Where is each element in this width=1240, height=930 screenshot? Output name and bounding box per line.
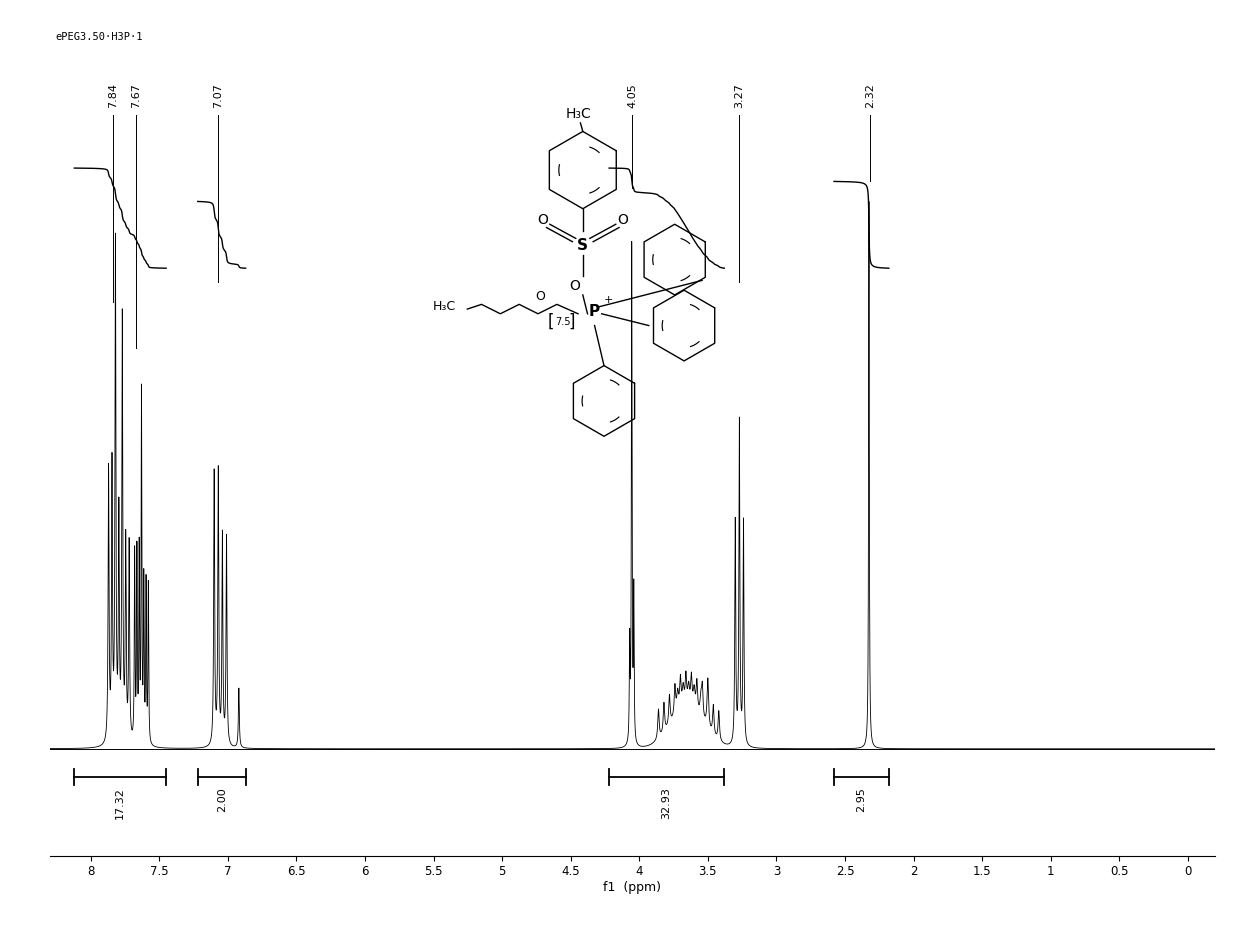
- Text: 7.84: 7.84: [108, 83, 118, 108]
- Text: 7.5: 7.5: [554, 317, 570, 326]
- Text: 3.27: 3.27: [734, 83, 744, 108]
- Text: [: [: [548, 312, 554, 331]
- Text: 2.32: 2.32: [864, 83, 874, 108]
- Text: 2.95: 2.95: [857, 788, 867, 813]
- Text: O: O: [569, 278, 580, 293]
- Text: 7.07: 7.07: [213, 83, 223, 108]
- Text: H₃C: H₃C: [565, 107, 591, 121]
- Text: 7.67: 7.67: [131, 83, 141, 108]
- Text: 17.32: 17.32: [115, 788, 125, 819]
- Text: O: O: [618, 213, 629, 227]
- Text: O: O: [537, 213, 548, 227]
- Text: 2.00: 2.00: [217, 788, 227, 812]
- X-axis label: f1  (ppm): f1 (ppm): [604, 881, 661, 894]
- Text: H₃C: H₃C: [433, 300, 455, 313]
- Text: ]: ]: [569, 312, 575, 331]
- Text: 32.93: 32.93: [662, 788, 672, 819]
- Text: P: P: [589, 304, 600, 319]
- Text: +: +: [604, 295, 614, 305]
- Text: ePEG3.50·H3P·1: ePEG3.50·H3P·1: [56, 32, 143, 42]
- Text: O: O: [536, 290, 546, 303]
- Text: S: S: [578, 238, 588, 253]
- Text: 4.05: 4.05: [627, 84, 637, 108]
